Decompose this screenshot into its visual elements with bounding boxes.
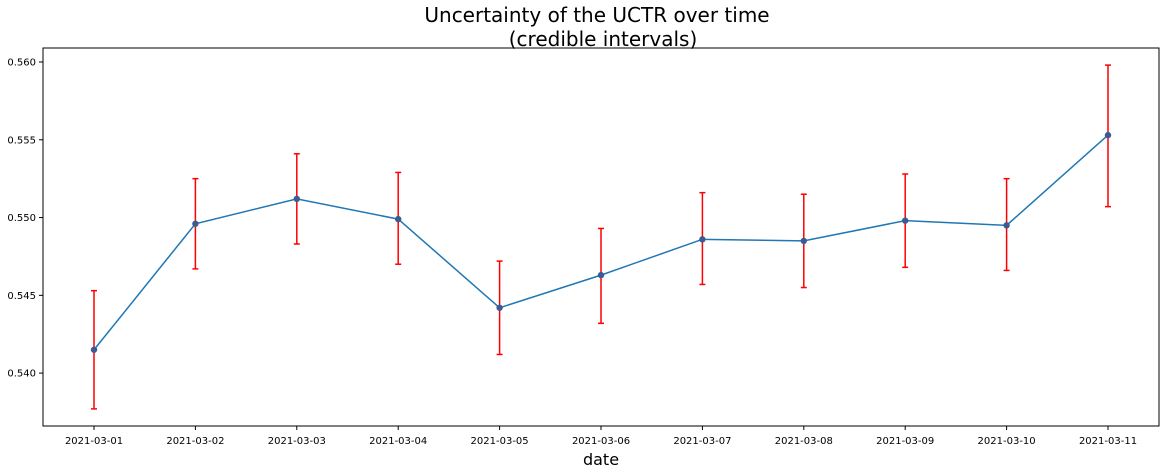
chart-title-line-1: Uncertainty of the UCTR over time [424, 3, 769, 27]
data-point [1003, 222, 1010, 229]
data-point [90, 346, 98, 353]
y-tick-label: 0.555 [7, 135, 36, 146]
x-tick-label: 2021-03-09 [876, 436, 934, 447]
data-point [597, 271, 605, 279]
data-point [800, 237, 807, 245]
y-tick-label: 0.540 [7, 369, 36, 380]
data-point [395, 215, 402, 223]
data-point [1104, 131, 1112, 139]
x-tick-label: 2021-03-01 [65, 436, 123, 447]
x-tick-label: 2021-03-07 [673, 436, 731, 447]
data-point [192, 220, 199, 227]
x-axis-label: date [583, 450, 619, 469]
x-tick-label: 2021-03-04 [369, 436, 427, 447]
x-axis: 2021-03-01 2021-03-02 2021-03-03 2021-03-04… [65, 426, 1137, 447]
y-axis: 0.540 0.545 0.550 0.555 0.560 [7, 58, 43, 380]
y-tick-label: 0.560 [7, 58, 36, 69]
chart-title-line-2: (credible intervals) [509, 27, 698, 51]
data-point [496, 304, 503, 311]
x-tick-label: 2021-03-06 [572, 436, 630, 447]
y-tick-label: 0.545 [7, 291, 36, 302]
plot-area [90, 64, 1112, 410]
data-point [902, 217, 909, 224]
x-tick-label: 2021-03-08 [775, 436, 833, 447]
x-tick-label: 2021-03-10 [978, 436, 1036, 447]
x-tick-label: 2021-03-02 [166, 436, 224, 447]
x-tick-label: 2021-03-03 [268, 436, 326, 447]
x-tick-label: 2021-03-05 [471, 436, 529, 447]
x-tick-label: 2021-03-11 [1079, 436, 1137, 447]
data-point [293, 195, 300, 203]
data-point [699, 236, 706, 243]
y-tick-label: 0.550 [7, 213, 36, 224]
